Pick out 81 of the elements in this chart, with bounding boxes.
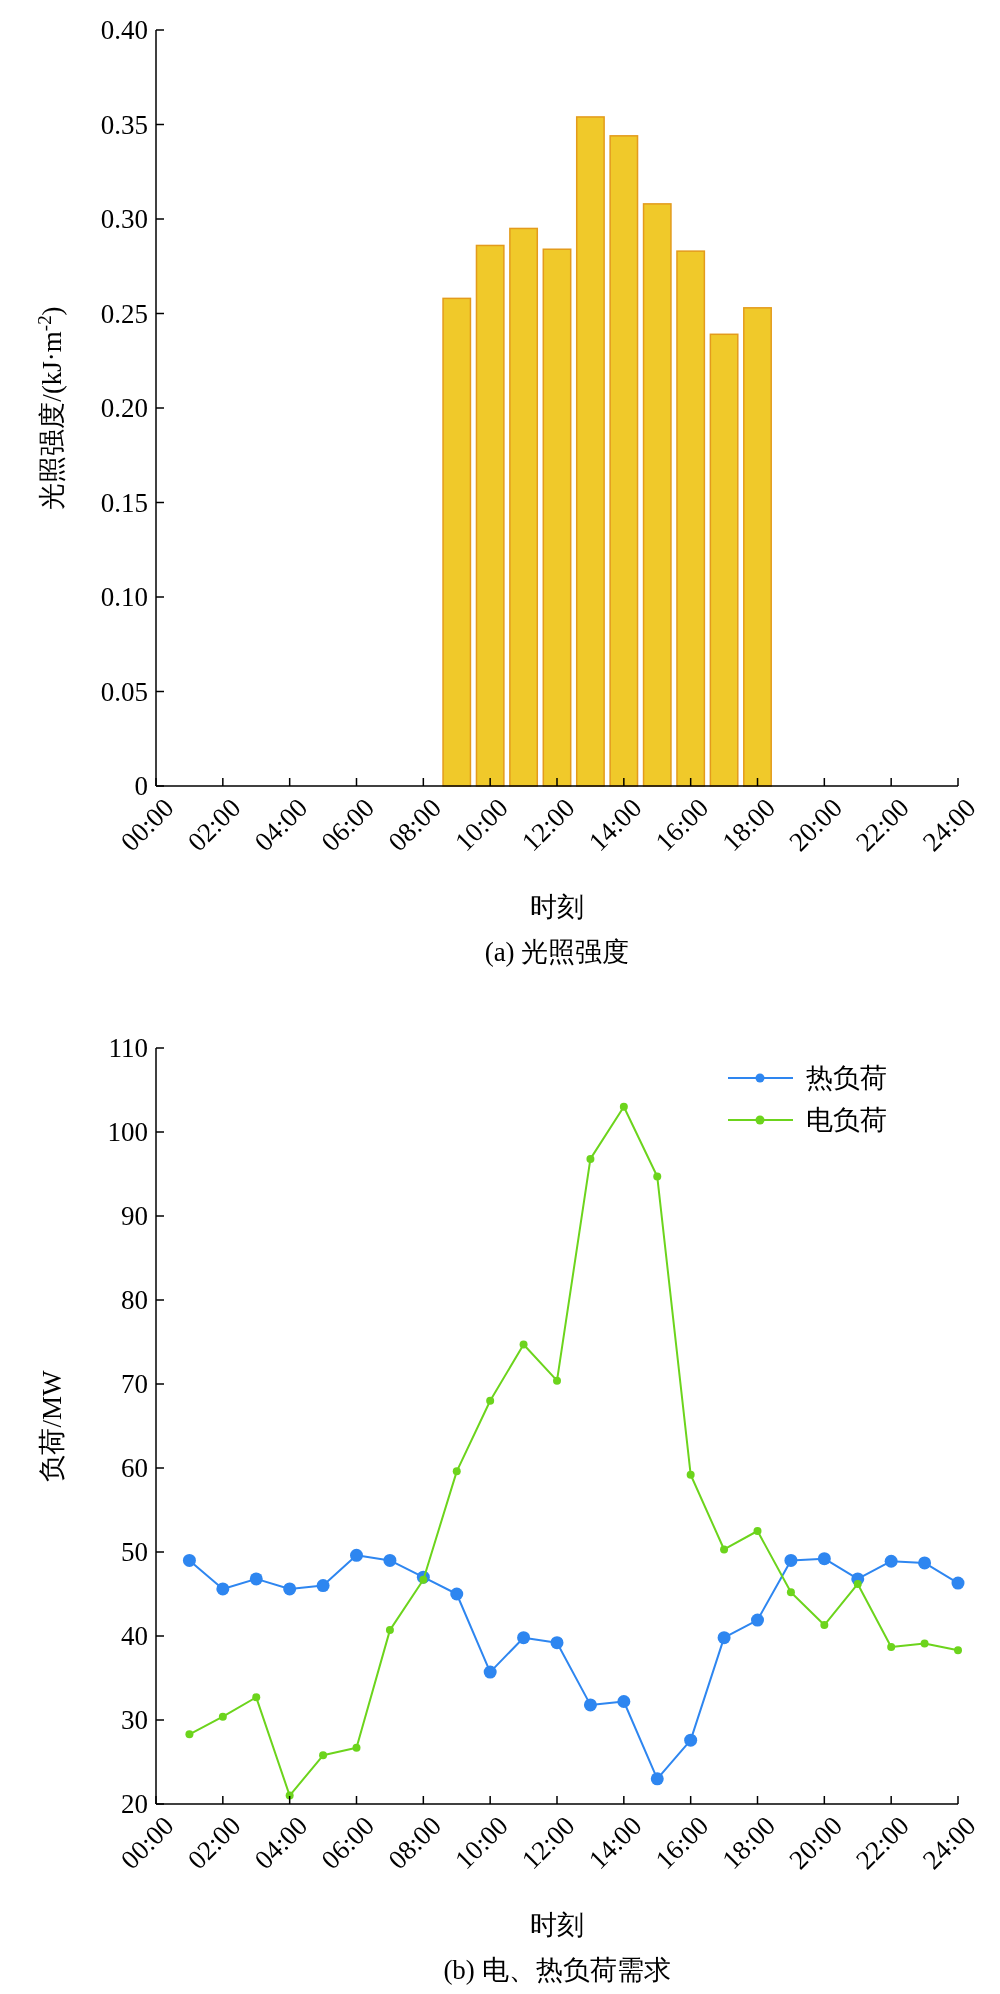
point — [920, 1639, 929, 1648]
y-tick-label: 0 — [134, 771, 148, 802]
point — [486, 1396, 495, 1405]
point — [553, 1376, 561, 1385]
x-axis-title: 时刻 — [530, 1910, 584, 1940]
y-tick-label: 0.15 — [100, 487, 148, 518]
point — [350, 1548, 363, 1562]
point — [650, 1772, 664, 1786]
bar — [442, 297, 472, 787]
y-tick-label: 0.40 — [100, 15, 148, 46]
point — [853, 1579, 862, 1588]
point — [817, 1552, 831, 1566]
legend-label: 热负荷 — [806, 1063, 887, 1094]
y-tick-label: 0.25 — [100, 298, 148, 329]
point — [383, 1553, 397, 1567]
point — [684, 1733, 698, 1747]
y-tick-label: 0.10 — [100, 582, 148, 613]
point — [285, 1791, 294, 1800]
point — [249, 1572, 263, 1586]
point — [820, 1621, 829, 1630]
point — [653, 1172, 662, 1181]
point — [319, 1751, 328, 1760]
bar — [609, 135, 639, 787]
point — [751, 1613, 764, 1627]
point — [784, 1553, 798, 1567]
point — [918, 1556, 932, 1570]
bar — [509, 227, 539, 787]
bar — [475, 244, 505, 787]
point — [717, 1631, 731, 1645]
point — [218, 1712, 227, 1721]
text: (b) 电、热负荷需求 — [443, 1955, 671, 1985]
point — [586, 1154, 595, 1163]
point — [252, 1693, 261, 1702]
bar — [676, 250, 706, 787]
bar — [642, 203, 672, 787]
y-tick-label: 100 — [107, 1117, 148, 1148]
point — [385, 1626, 394, 1635]
point — [216, 1582, 230, 1596]
point — [450, 1587, 464, 1601]
x-axis-title: 时刻 — [530, 892, 584, 922]
point — [483, 1665, 497, 1679]
point — [316, 1579, 330, 1593]
y-tick-label: 70 — [121, 1369, 148, 1400]
y-tick-label: 110 — [108, 1033, 148, 1064]
y-tick-label: 0.05 — [100, 676, 148, 707]
y-tick-label: 0.20 — [100, 393, 148, 424]
point — [352, 1743, 361, 1752]
point — [283, 1582, 297, 1596]
point — [753, 1527, 762, 1535]
bar — [743, 307, 772, 787]
point — [954, 1646, 962, 1655]
point — [786, 1588, 795, 1597]
point — [686, 1470, 695, 1479]
point — [452, 1467, 461, 1476]
y-tick-label: 0.35 — [100, 109, 148, 140]
point — [185, 1730, 194, 1739]
y-tick-label: 50 — [121, 1537, 148, 1568]
point — [550, 1636, 564, 1650]
point — [720, 1545, 729, 1554]
y-tick-label: 80 — [121, 1285, 148, 1316]
legend-label: 电负荷 — [806, 1105, 887, 1136]
y-axis-title: 负荷/MW — [37, 1369, 67, 1482]
text: (a) 光照强度 — [484, 937, 630, 967]
y-tick-label: 30 — [121, 1705, 148, 1736]
y-tick-label: 20 — [121, 1789, 148, 1820]
y-tick-label: 60 — [121, 1453, 148, 1484]
point — [182, 1553, 196, 1567]
point — [884, 1554, 898, 1568]
y-tick-label: 90 — [121, 1201, 148, 1232]
bar — [575, 116, 605, 787]
point — [517, 1631, 531, 1645]
y-tick-label: 40 — [121, 1621, 148, 1652]
point — [519, 1340, 528, 1349]
point — [617, 1695, 631, 1709]
y-tick-label: 0.30 — [100, 204, 148, 235]
bar — [542, 248, 572, 787]
point — [951, 1576, 965, 1590]
bar — [709, 333, 739, 787]
point — [887, 1642, 896, 1651]
point — [619, 1102, 628, 1111]
point — [583, 1698, 597, 1712]
